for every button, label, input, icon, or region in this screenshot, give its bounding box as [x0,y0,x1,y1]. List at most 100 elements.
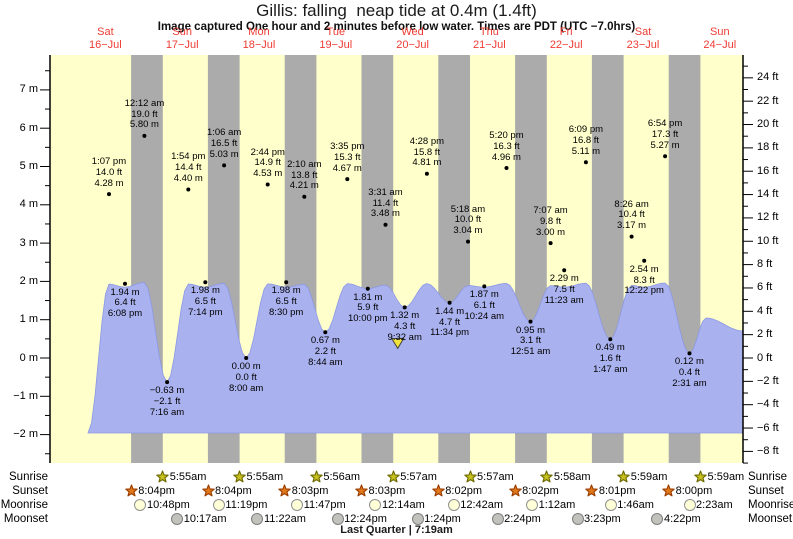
y-axis-label-ft: 18 ft [757,141,779,154]
astro-time-sunrise: 5:57am [400,471,437,483]
y-axis-label-ft: −2 ft [757,374,779,387]
tide-annotation-line: 4.7 ft [439,316,461,328]
astro-time-moonset: 4:22pm [663,513,701,525]
day-header-label: Mon 18−Jul [222,26,296,51]
tide-annotation-line: 11.4 ft [372,197,399,209]
y-axis-label-m: 1 m [19,313,38,326]
tide-annotation-line: 1.94 m [110,286,140,298]
day-header-label: Fri 22−Jul [529,26,603,51]
tide-annotation-line: 15.8 ft [413,146,441,158]
tide-annotation-line: 8:44 am [308,356,343,368]
day-header-text: 22−Jul [549,38,583,51]
tide-annotation-line: 7.5 ft [553,284,575,296]
tide-annotation-line: 10:00 pm [347,313,388,325]
tide-extreme-dot [504,166,509,170]
moonset-icon [171,513,184,525]
high-tide-annotation: 3:31 am 11.4 ft 3.48 m [341,187,429,220]
day-header-text: Wed [401,26,424,38]
low-tide-annotation: 0.00 m 0.0 ft 8:00 am [202,361,290,394]
sunset-star-icon [355,484,368,497]
tide-annotation-line: 10.4 ft [618,209,645,221]
tide-annotation-line: 10:24 am [464,310,505,322]
high-tide-annotation: 12:12 am 19.0 ft 5.80 m [100,98,188,131]
tide-annotation-line: 5.80 m [129,119,159,131]
astro-time-moonset: 10:17am [183,513,227,525]
y-axis-label-ft: 24 ft [757,71,779,84]
tide-annotation-line: 8:00 am [229,382,264,394]
moonrise-icon [683,499,696,511]
y-axis-label-m: 3 m [19,236,38,249]
tide-extreme-dot [528,319,533,324]
astro-row-label-moonset: Moonset [748,513,793,525]
tide-extreme-dot [447,300,452,305]
sunset-star-icon [508,484,522,497]
astro-row-label-sunset: Sunset [748,485,784,497]
tide-annotation-line: 9.8 ft [540,215,562,227]
tide-extreme-dot [186,187,191,192]
tide-annotation-line: 14.4 ft [175,162,202,174]
tide-extreme-dot [165,380,170,385]
tide-annotation-line: 17.3 ft [651,128,679,140]
day-header-label: Sun 24−Jul [683,26,757,51]
moonrise-icon [369,499,382,511]
day-header-text: 16−Jul [89,38,122,51]
day-header-text: 17−Jul [165,38,199,51]
sunrise-star-icon [233,470,246,483]
sunset-star-icon [662,484,675,497]
y-axis-label-ft: 6 ft [757,281,773,294]
day-header-text: Mon [248,26,270,38]
y-axis-label-ft: 2 ft [757,328,773,341]
day-header-label: Wed 20−Jul [376,26,450,51]
sunset-star-icon [662,484,675,497]
astro-row-label-moonset: Moonset [3,513,48,525]
y-axis-label-ft: 4 ft [757,304,773,317]
astro-row-label-sunrise: Sunrise [748,471,787,483]
low-tide-annotation: 1.44 m 4.7 ft 11:34 pm [406,305,494,339]
y-axis-label-ft: 8 ft [757,258,773,271]
y-axis-label-ft: 22 ft [757,94,779,107]
y-axis-label-ft: 14 ft [757,188,779,201]
tide-extreme-dot [383,222,388,227]
sunset-star-icon [585,484,599,497]
astro-time-sunrise: 5:55am [169,471,207,483]
low-tide-annotation: 1.32 m 4.3 ft 9:32 am [361,311,449,343]
tide-extreme-dot [466,239,470,244]
astro-time-moonrise: 1:46am [617,499,654,511]
tide-annotation-line: 1:06 am [206,127,242,139]
astro-row-label-moonrise: Moonrise [748,499,793,511]
day-header-text: 20−Jul [396,38,429,51]
low-tide-annotation: 1.98 m 6.5 ft 8:30 pm [242,285,330,318]
moonrise-icon [447,499,460,511]
tide-annotation-line: 1:54 pm [171,151,206,163]
sunrise-star-icon [386,470,400,483]
sunrise-star-icon [310,470,323,483]
tide-annotation-line: 4:28 pm [409,135,445,147]
tide-annotation-line: 8.3 ft [633,274,655,286]
astro-time-sunset: 8:04pm [138,485,175,497]
tide-annotation-line: 7:16 am [149,406,185,418]
tide-annotation-line: 6:54 pm [647,118,683,130]
tide-extreme-dot [107,192,111,197]
y-axis-label-m: 2 m [19,274,38,287]
day-header-label: Sat 16−Jul [68,26,142,51]
tide-annotation-line: 11:23 am [544,294,584,306]
tide-annotation-line: 1.81 m [353,291,383,303]
tide-extreme-dot [687,351,692,356]
sunrise-star-icon [540,470,554,483]
day-header-label: Tue 19−Jul [299,26,373,51]
day-header-label: Thu 21−Jul [452,26,526,51]
y-axis-label-m: 7 m [19,83,38,96]
tide-annotation-line: 10.0 ft [454,214,482,226]
low-tide-annotation: 1.81 m 5.9 ft 10:00 pm [324,291,412,325]
tide-annotation-line: 1.44 m [435,305,465,317]
y-axis-label-ft: −6 ft [757,421,779,434]
astro-time-sunrise: 5:59am [707,471,745,483]
low-tide-annotation: 1.94 m 6.4 ft 6:08 pm [81,286,169,320]
high-tide-annotation: 2:44 pm 14.9 ft 4.53 m [224,147,312,180]
astro-time-moonrise: 11:47pm [303,499,346,511]
sunrise-star-icon [156,470,169,483]
tide-extreme-dot [265,182,270,187]
sunrise-star-icon [617,470,630,483]
astro-time-moonrise: 2:23am [696,499,733,511]
tide-annotation-line: 5.27 m [650,139,680,151]
